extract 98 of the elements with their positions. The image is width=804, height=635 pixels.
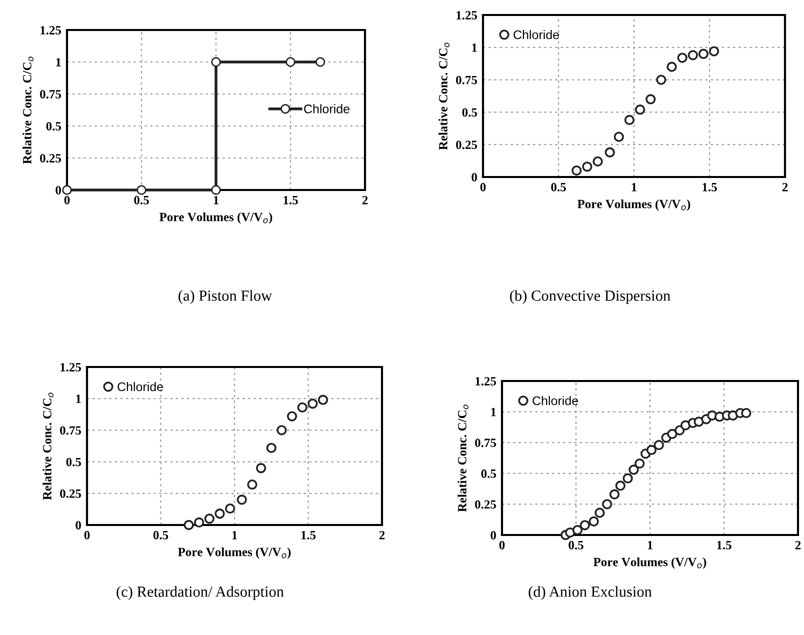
- y-tick-label: 1.25: [60, 363, 81, 372]
- point: [667, 428, 678, 440]
- point: [204, 514, 214, 524]
- point: [256, 463, 266, 474]
- point: [592, 156, 603, 167]
- x-tick-label: 1: [232, 530, 237, 540]
- x-tick-label: 0.5: [134, 196, 149, 204]
- point: [308, 398, 318, 409]
- x-axis-title: Pore Volumes (V/V$_{o}$): [159, 212, 272, 224]
- x-tick-label: 0.5: [551, 182, 566, 192]
- y-tick-label: 0.25: [475, 500, 496, 509]
- point: [615, 480, 626, 491]
- point: [677, 52, 688, 63]
- x-axis-title: Pore Volumes (V/V$_{o}$): [178, 547, 291, 559]
- point: [602, 499, 612, 510]
- y-tick-label: 0.5: [66, 458, 81, 466]
- point: [688, 50, 698, 60]
- point: [582, 162, 592, 172]
- x-tick-label: 1.5: [301, 530, 316, 540]
- y-tick-label: 0.5: [46, 122, 61, 131]
- point: [654, 440, 664, 450]
- point: [656, 74, 666, 85]
- x-tick-label: 2: [795, 540, 801, 550]
- x-tick-label: 0: [499, 540, 505, 550]
- point: [604, 147, 615, 158]
- point: [666, 62, 677, 72]
- point: [225, 503, 236, 514]
- point: [572, 525, 583, 536]
- point: [622, 473, 633, 484]
- point: [646, 444, 657, 456]
- y-tick-label: 1.25: [476, 377, 496, 386]
- y-tick-label: 1: [56, 58, 61, 66]
- x-tick-label: 2: [782, 182, 788, 192]
- point: [634, 104, 646, 115]
- text: (c) Retardation/ Adsorption: [116, 586, 284, 600]
- point: [247, 479, 258, 490]
- y-tick-label: 0.75: [456, 76, 477, 84]
- point: [266, 442, 276, 453]
- point: [580, 520, 590, 530]
- x-tick-label: 1.5: [717, 540, 732, 550]
- y-tick-label: 1: [491, 408, 496, 416]
- y-axis-title: Relative Conc. C/C$_{o}$: [22, 56, 34, 164]
- point: [624, 114, 635, 126]
- y-axis-title: Relative Conc. C/C$_{o}$: [458, 404, 468, 512]
- x-axis-title: Pore Volumes (V/V$_{o}$): [593, 557, 706, 569]
- x-tick-label: 1: [648, 540, 652, 550]
- y-axis-title: Relative Conc. C/C$_{o}$: [42, 392, 54, 500]
- point: [614, 132, 624, 142]
- point: [184, 520, 194, 530]
- point: [194, 517, 204, 528]
- x-tick-label: 0.5: [153, 530, 168, 540]
- y-tick-label: 0: [76, 521, 81, 530]
- x-tick-label: 1.5: [702, 182, 717, 192]
- y-tick-label: 1.25: [40, 26, 61, 35]
- x-tick-label: 2: [379, 530, 385, 540]
- y-axis-title: Relative Conc. C/C$_{o}$: [438, 42, 450, 150]
- y-tick-label: 0.5: [462, 108, 477, 117]
- point: [588, 516, 599, 527]
- text: (d) Anion Exclusion: [528, 586, 652, 600]
- y-tick-label: 0: [472, 173, 477, 182]
- y-tick-label: 0.75: [60, 426, 81, 435]
- y-tick-label: 0.25: [40, 154, 61, 163]
- x-axis-title: Pore Volumes (V/V$_{o}$): [577, 199, 690, 211]
- point: [572, 165, 582, 176]
- point: [276, 425, 287, 436]
- x-tick-label: 0.5: [568, 540, 584, 550]
- y-tick-label: 0.25: [456, 140, 477, 150]
- x-tick-label: 1: [214, 196, 218, 204]
- legend-label: Chloride: [304, 104, 350, 114]
- y-tick-label: 1.25: [456, 11, 477, 20]
- point: [236, 494, 247, 505]
- point: [741, 408, 752, 418]
- y-tick-label: 1: [76, 394, 81, 403]
- point: [214, 508, 225, 519]
- point: [646, 94, 656, 104]
- point: [628, 464, 639, 475]
- point: [609, 489, 620, 500]
- point: [297, 402, 308, 413]
- y-tick-label: 0.75: [475, 438, 496, 448]
- y-tick-label: 0.25: [60, 489, 81, 498]
- y-tick-label: 1: [472, 43, 477, 52]
- text: (b) Convective Dispersion: [510, 290, 670, 304]
- point: [698, 48, 709, 59]
- x-tick-label: 1.5: [284, 196, 298, 204]
- y-tick-label: 0.75: [40, 90, 61, 99]
- text: (a) Piston Flow: [178, 290, 272, 304]
- x-tick-label: 2: [362, 196, 368, 204]
- y-tick-label: 0.5: [481, 469, 496, 478]
- point: [286, 411, 298, 422]
- point: [594, 508, 605, 518]
- point: [634, 458, 645, 469]
- legend-label: Chloride: [118, 382, 163, 392]
- x-tick-label: 1: [632, 182, 636, 192]
- point: [708, 46, 720, 56]
- legend-label: Chloride: [532, 396, 578, 406]
- point: [318, 394, 328, 405]
- legend-label: Chloride: [514, 30, 559, 40]
- x-tick-label: 0: [84, 530, 90, 540]
